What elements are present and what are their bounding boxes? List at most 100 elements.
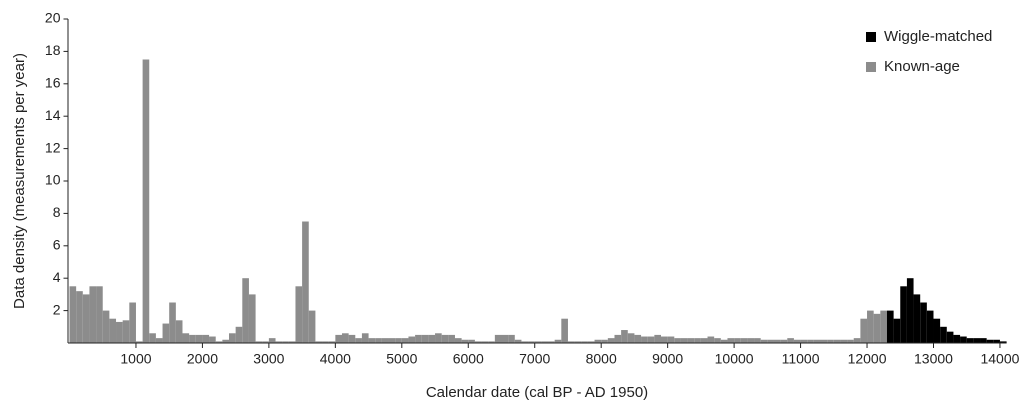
bar [155,338,163,343]
bar [508,334,515,343]
bar [807,339,814,343]
bar [614,334,622,343]
legend-label: Known-age [884,58,960,75]
bar [627,333,635,343]
bar [840,339,848,343]
legend-swatch [866,62,876,72]
bar [102,310,110,343]
bar [740,338,748,343]
bar [481,341,489,343]
bar [973,338,981,343]
bar [654,334,662,343]
bar [361,333,369,343]
bar [501,334,509,343]
x-tick-label: 14000 [980,351,1019,367]
x-tick-label: 2000 [187,351,218,367]
bar [541,341,549,343]
bar [295,286,303,343]
bar [341,333,349,343]
bar [787,338,794,343]
x-tick-label: 4000 [320,351,351,367]
bar [288,341,296,343]
bar [355,338,362,343]
y-tick-label: 16 [45,75,61,91]
x-tick-label: 6000 [453,351,484,367]
bar [734,338,741,343]
legend-swatch [866,32,876,42]
bar [561,318,568,343]
bar [408,336,416,343]
bar [980,338,987,343]
bar [933,318,941,343]
bar [667,336,675,343]
bar [109,318,117,343]
bar [960,336,967,343]
x-tick-label: 11000 [782,351,820,367]
y-tick-label: 14 [45,107,61,123]
bar [747,338,755,343]
bar [634,334,642,343]
bar [129,302,136,343]
bar [69,286,77,343]
bar [162,323,170,343]
bar [388,338,396,343]
bar [601,339,608,343]
bar [488,341,495,343]
bar [381,338,389,343]
y-axis-label: Data density (measurements per year) [11,53,28,309]
bar [202,334,210,343]
bar [727,338,735,343]
bar [135,341,143,343]
bar [548,341,555,343]
bar [661,336,668,343]
bar [920,302,927,343]
bar [401,338,409,343]
bar [986,339,994,343]
x-tick-label: 5000 [386,351,417,367]
y-tick-label: 4 [53,269,61,285]
bar [441,334,449,343]
bar [800,339,808,343]
y-tick-label: 2 [53,301,61,317]
bar [215,341,223,343]
bar [906,278,914,343]
bar [275,341,283,343]
bar [680,338,688,343]
bar [793,339,801,343]
bar [262,341,269,343]
bar [860,318,868,343]
bar [581,341,588,343]
bar [435,333,442,343]
bar [754,338,761,343]
bar [395,338,402,343]
bar [913,294,921,343]
bar [780,339,788,343]
bar [893,318,901,343]
bar [720,339,728,343]
bar [900,286,907,343]
bar [189,334,196,343]
bar [448,334,455,343]
bar [268,338,276,343]
bar [282,341,289,343]
bar [847,339,854,343]
bar [308,310,316,343]
legend-label: Wiggle-matched [884,28,992,45]
bar [993,339,1000,343]
x-tick-label: 12000 [848,351,887,367]
y-tick-label: 18 [45,42,61,58]
bar [714,338,721,343]
bar [621,330,628,343]
bar [302,221,309,343]
bar [760,339,768,343]
y-tick-label: 6 [53,237,61,253]
bar [494,334,502,343]
bar [328,341,336,343]
bar [175,320,183,343]
bar [953,334,961,343]
bar [454,338,462,343]
y-tick-label: 12 [45,139,61,155]
bar [468,339,475,343]
bar [880,310,887,343]
